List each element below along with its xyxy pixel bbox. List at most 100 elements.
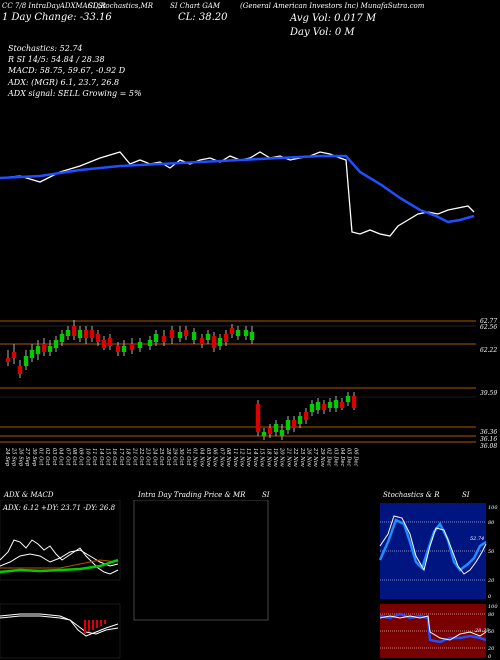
candle-body	[297, 416, 303, 424]
date-label: 20 Nov	[279, 447, 285, 467]
date-label: 15 Oct	[105, 448, 111, 466]
price-axis-label: 36.08	[480, 443, 497, 450]
candle-body	[249, 332, 255, 340]
candle-body	[89, 330, 95, 338]
date-label: 06 Nov	[212, 448, 218, 467]
macd-panel	[0, 603, 121, 659]
date-label: 15 Nov	[259, 448, 265, 467]
candle-body	[267, 428, 273, 434]
date-label: 14 Oct	[98, 448, 104, 466]
intraday-panel	[133, 500, 269, 621]
date-label: 24 Sep	[4, 447, 10, 467]
candle-body	[129, 344, 135, 350]
stoch-panel-title-2: SI	[462, 491, 470, 499]
candle-body	[255, 404, 261, 432]
day-volume: Day Vol: 0 M	[290, 27, 355, 38]
date-label: 05 Nov	[205, 448, 211, 467]
date-label: 29 Oct	[172, 447, 178, 466]
date-label: 27 Sep	[24, 447, 30, 467]
stoch-panel-title: Stochastics & R	[383, 491, 440, 499]
candle-body	[339, 402, 345, 408]
candle-body	[115, 346, 121, 352]
date-label: 08 Oct	[71, 448, 77, 466]
date-axis: 24 Sep 25 Sep 26 Sep 27 Sep 30 Sep 01 Oct 02 O…	[4, 447, 358, 467]
candle-body	[17, 366, 23, 374]
date-label: 13 Nov	[245, 448, 251, 467]
macd-value: MACD: 58.75, 59.67, -0.92 D	[8, 66, 126, 75]
candle-body	[41, 344, 47, 352]
date-label: 16 Oct	[111, 448, 117, 466]
date-label: 02 Dec	[326, 448, 332, 466]
candle-body	[217, 338, 223, 346]
candle-body	[177, 332, 183, 338]
header-label-1: CC 7/8 IntraDayADXMACD,R	[2, 2, 106, 10]
price-axis-label: 62.22	[480, 347, 497, 354]
header-label-2: SI,Stochastics,MR	[88, 2, 154, 10]
adx-value: ADX: (MGR) 6.1, 23.7, 26.8	[8, 78, 120, 87]
adx-signal: ADX signal: SELL Growing = 5%	[8, 89, 142, 98]
date-label: 11 Oct	[91, 448, 97, 466]
date-label: 21 Nov	[285, 447, 291, 467]
adx-panel-values: ADX: 6.12 +DY: 23.71 -DY: 26.8	[2, 504, 116, 512]
header-title: (General American Investors Inc) MunafaS…	[240, 2, 425, 10]
candle-body	[243, 330, 249, 336]
intraday-panel-title: Intra Day Trading Price & MR	[138, 491, 246, 499]
candle-body	[333, 400, 339, 408]
rsi-end-value: 28.38	[474, 628, 489, 634]
adx-green-line	[0, 558, 119, 574]
candle-body	[95, 334, 101, 342]
candle-body	[53, 340, 59, 348]
price-axis-label: 62.77	[480, 318, 497, 325]
date-label: 18 Oct	[125, 448, 131, 466]
candle-body	[285, 420, 291, 430]
date-label: 22 Nov	[292, 447, 298, 467]
candle-body	[35, 346, 41, 354]
date-label: 19 Nov	[272, 448, 278, 467]
candlesticks	[5, 320, 357, 440]
date-label: 03 Oct	[51, 448, 57, 466]
date-label: 14 Nov	[252, 448, 258, 467]
candle-body	[5, 358, 11, 362]
price-axis-label: 39.59	[480, 390, 497, 397]
candle-body	[303, 412, 309, 420]
date-label: 27 Nov	[312, 447, 318, 467]
rsi-axis-label: 100	[488, 604, 498, 610]
stoch-axis-label: 100	[488, 505, 498, 511]
date-label: 25 Oct	[158, 447, 164, 466]
date-label: 30 Oct	[178, 448, 184, 466]
stochastic-k-line	[378, 518, 487, 572]
candle-body	[83, 330, 89, 338]
rsi-value: R SI 14/5: 54.84 / 28.38	[8, 55, 105, 64]
candle-body	[147, 340, 153, 346]
candle-body	[291, 420, 297, 428]
stochastic-d-line	[379, 515, 487, 575]
macd-histogram	[84, 620, 106, 634]
candle-body	[327, 402, 333, 408]
date-label: 21 Oct	[131, 447, 137, 466]
date-label: 06 Dec	[352, 448, 358, 466]
candle-body	[23, 356, 29, 366]
date-label: 29 Nov	[319, 447, 325, 467]
price-axis-label: 36.36	[480, 429, 497, 436]
intraday-panel-title-2: SI	[262, 491, 270, 499]
date-label: 26 Nov	[306, 447, 312, 467]
date-label: 11 Nov	[232, 448, 238, 467]
stoch-end-value: 52.74	[470, 536, 484, 542]
candle-body	[161, 336, 167, 342]
candle-body	[235, 330, 241, 336]
stoch-axis-label: 80	[488, 520, 495, 526]
candle-body	[29, 350, 35, 358]
main-price-chart: 62.77 62.56 62.22 39.59 36.36 36.16 36.0…	[0, 151, 497, 467]
header-label-3: SI Chart GAM	[170, 2, 221, 10]
candle-body	[121, 346, 127, 352]
rsi-white-line	[379, 615, 487, 641]
candle-body	[169, 330, 175, 338]
rsi-axis-label: 50	[488, 629, 495, 635]
candle-body	[11, 352, 17, 358]
rsi-axis-label: 80	[488, 612, 495, 618]
candle-body	[101, 340, 107, 348]
date-label: 04 Oct	[58, 448, 64, 466]
price-axis-label: 62.56	[480, 324, 497, 331]
date-label: 22 Oct	[138, 447, 144, 466]
avg-volume: Avg Vol: 0.017 M	[290, 13, 377, 24]
